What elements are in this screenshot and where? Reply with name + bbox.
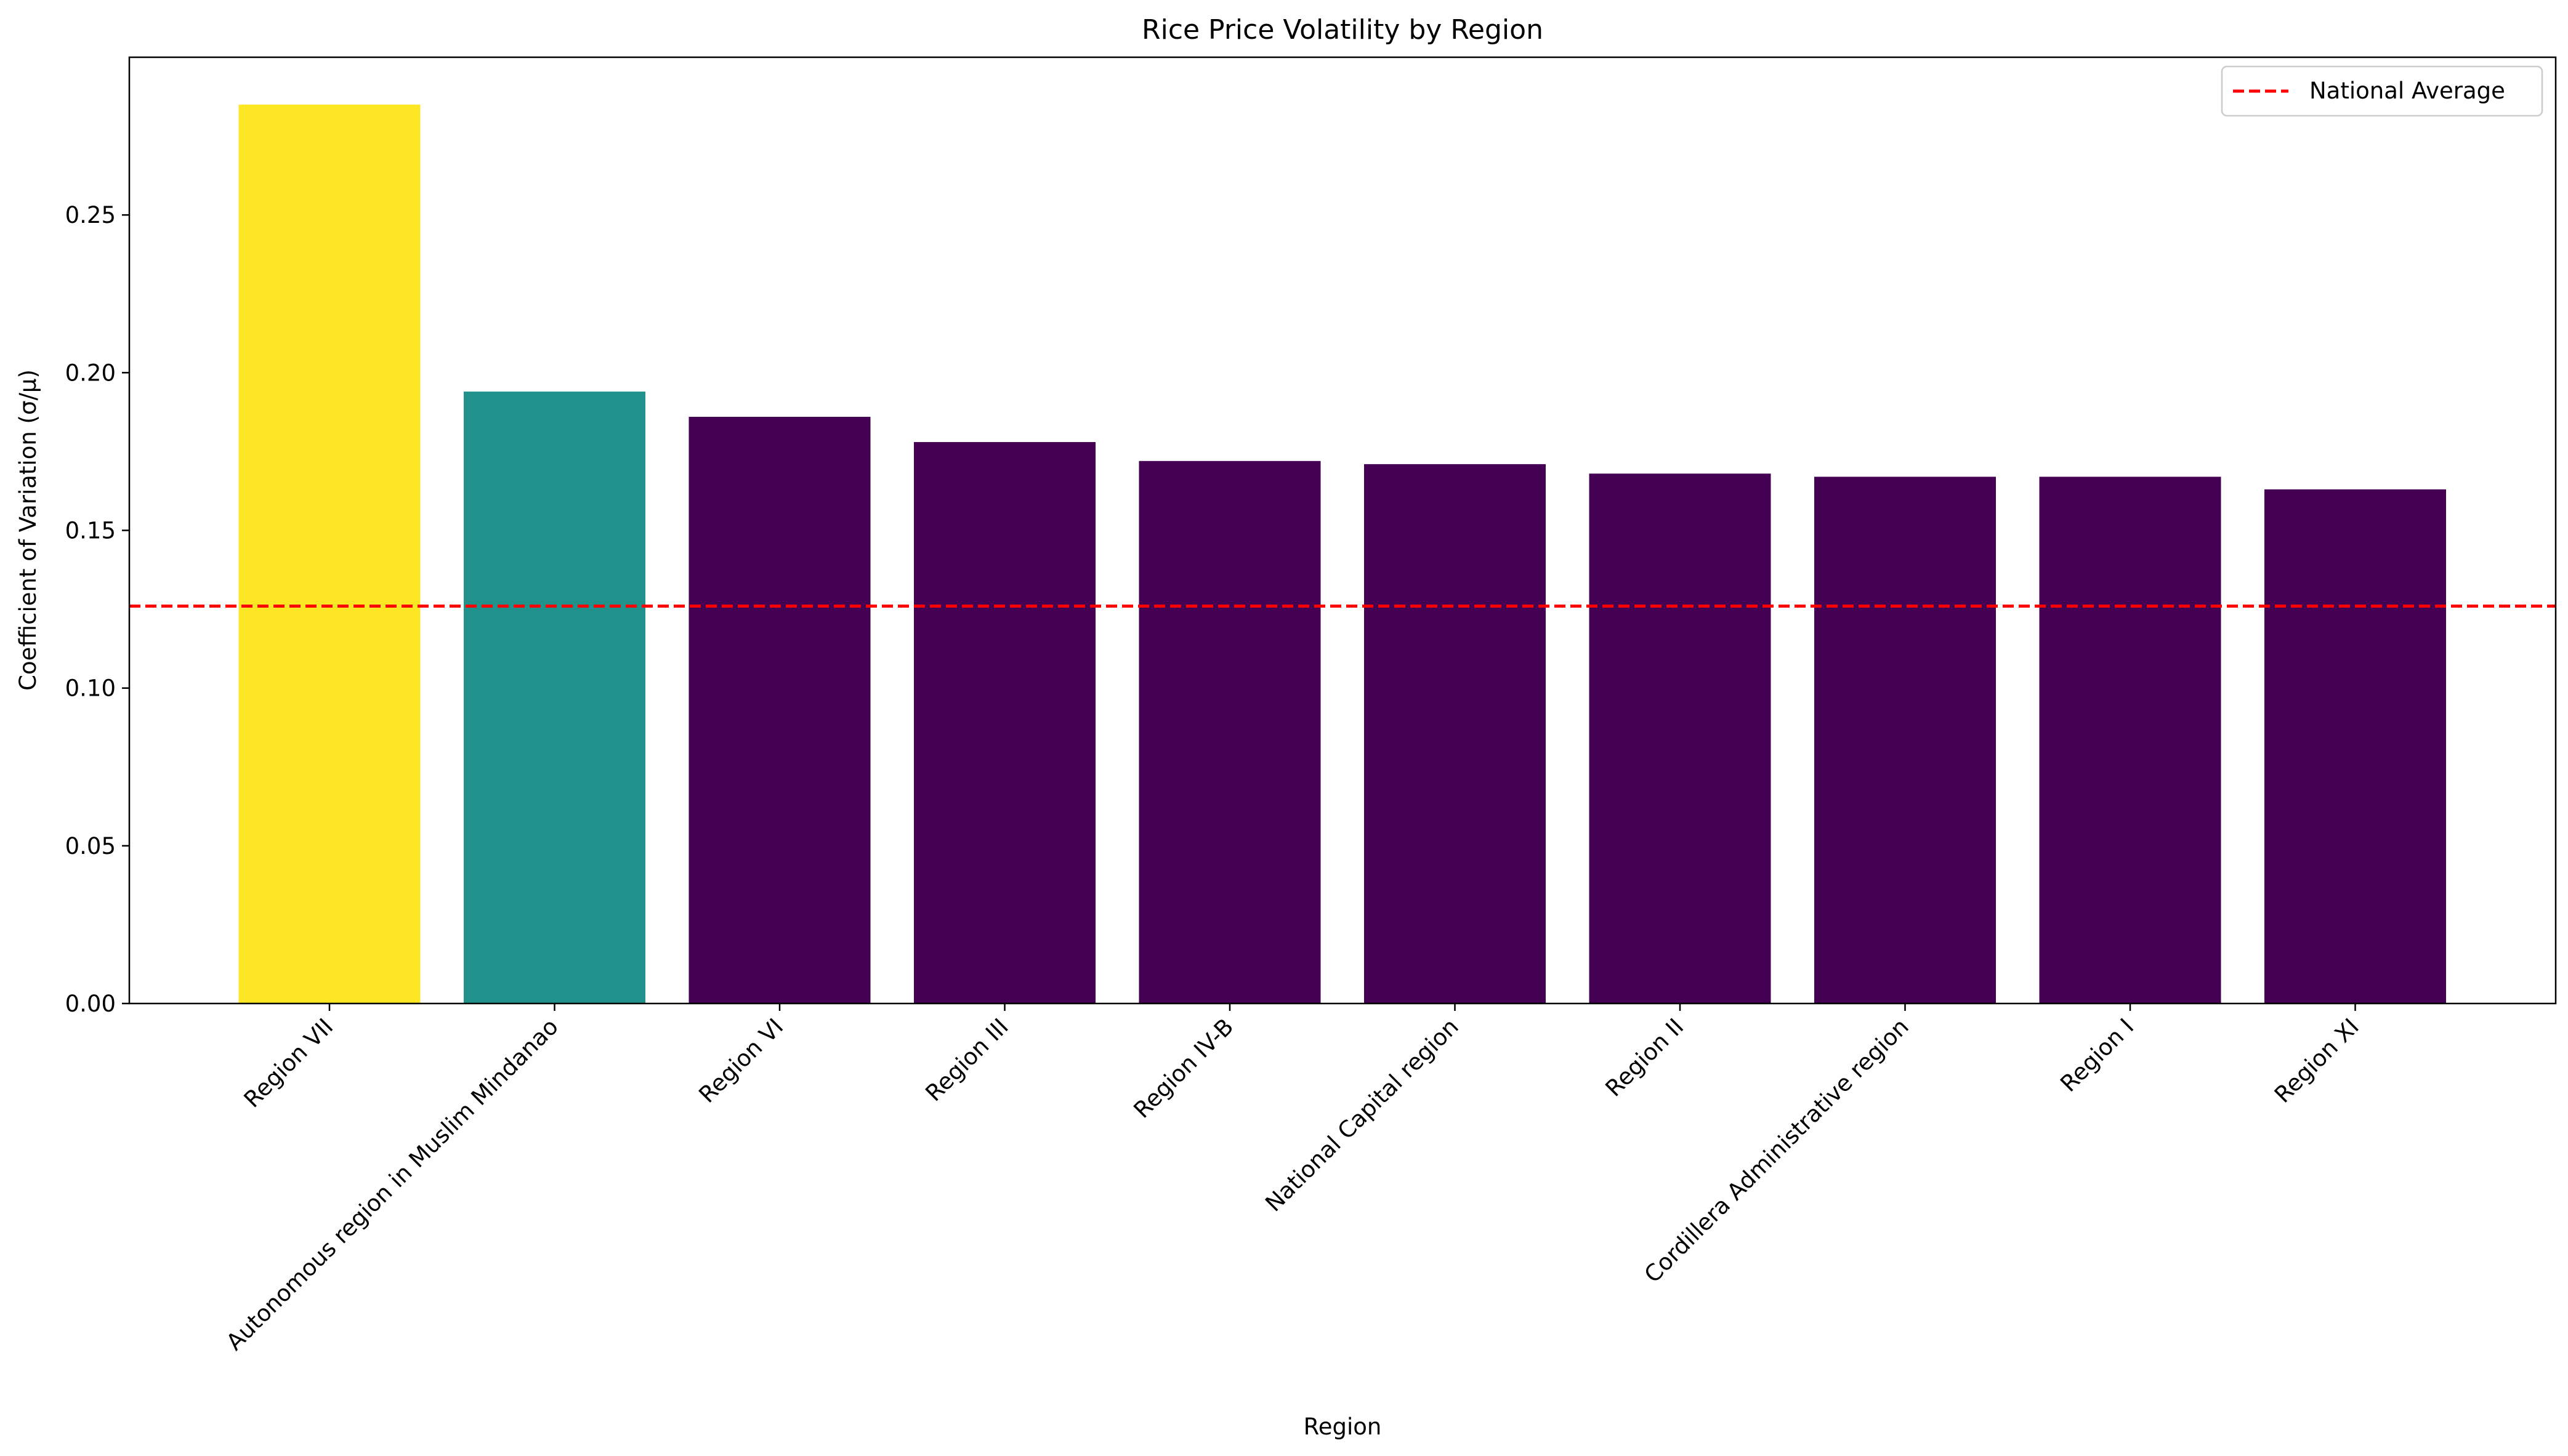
bar-1 <box>464 392 645 1004</box>
y-tick-label-2: 0.10 <box>65 675 116 702</box>
x-axis-label: Region <box>1304 1414 1382 1440</box>
legend-box <box>2221 65 2543 117</box>
bar-6 <box>1589 473 1771 1004</box>
bar-9 <box>2264 489 2446 1004</box>
bar-3 <box>914 442 1096 1004</box>
y-axis-label: Coefficient of Variation (σ/μ) <box>15 369 41 691</box>
bar-4 <box>1139 461 1321 1004</box>
bar-7 <box>1814 477 1996 1004</box>
y-tick-label-1: 0.05 <box>65 833 116 859</box>
bar-0 <box>238 104 421 1004</box>
y-tick-label-3: 0.15 <box>65 518 116 544</box>
y-tick-label-0: 0.00 <box>65 991 116 1017</box>
bar-8 <box>2039 477 2221 1004</box>
y-tick-label-4: 0.20 <box>65 360 116 386</box>
bar-5 <box>1364 464 1546 1004</box>
y-tick-label-5: 0.25 <box>65 202 116 228</box>
y-axis: 0.00 0.05 0.10 0.15 0.20 0.25 <box>65 202 129 1017</box>
chart-title: Rice Price Volatility by Region <box>1142 14 1543 46</box>
bars-group <box>238 104 2446 1004</box>
legend: National Average <box>2221 65 2543 117</box>
legend-label-national-average: National Average <box>2309 78 2505 104</box>
bar-2 <box>688 417 871 1004</box>
